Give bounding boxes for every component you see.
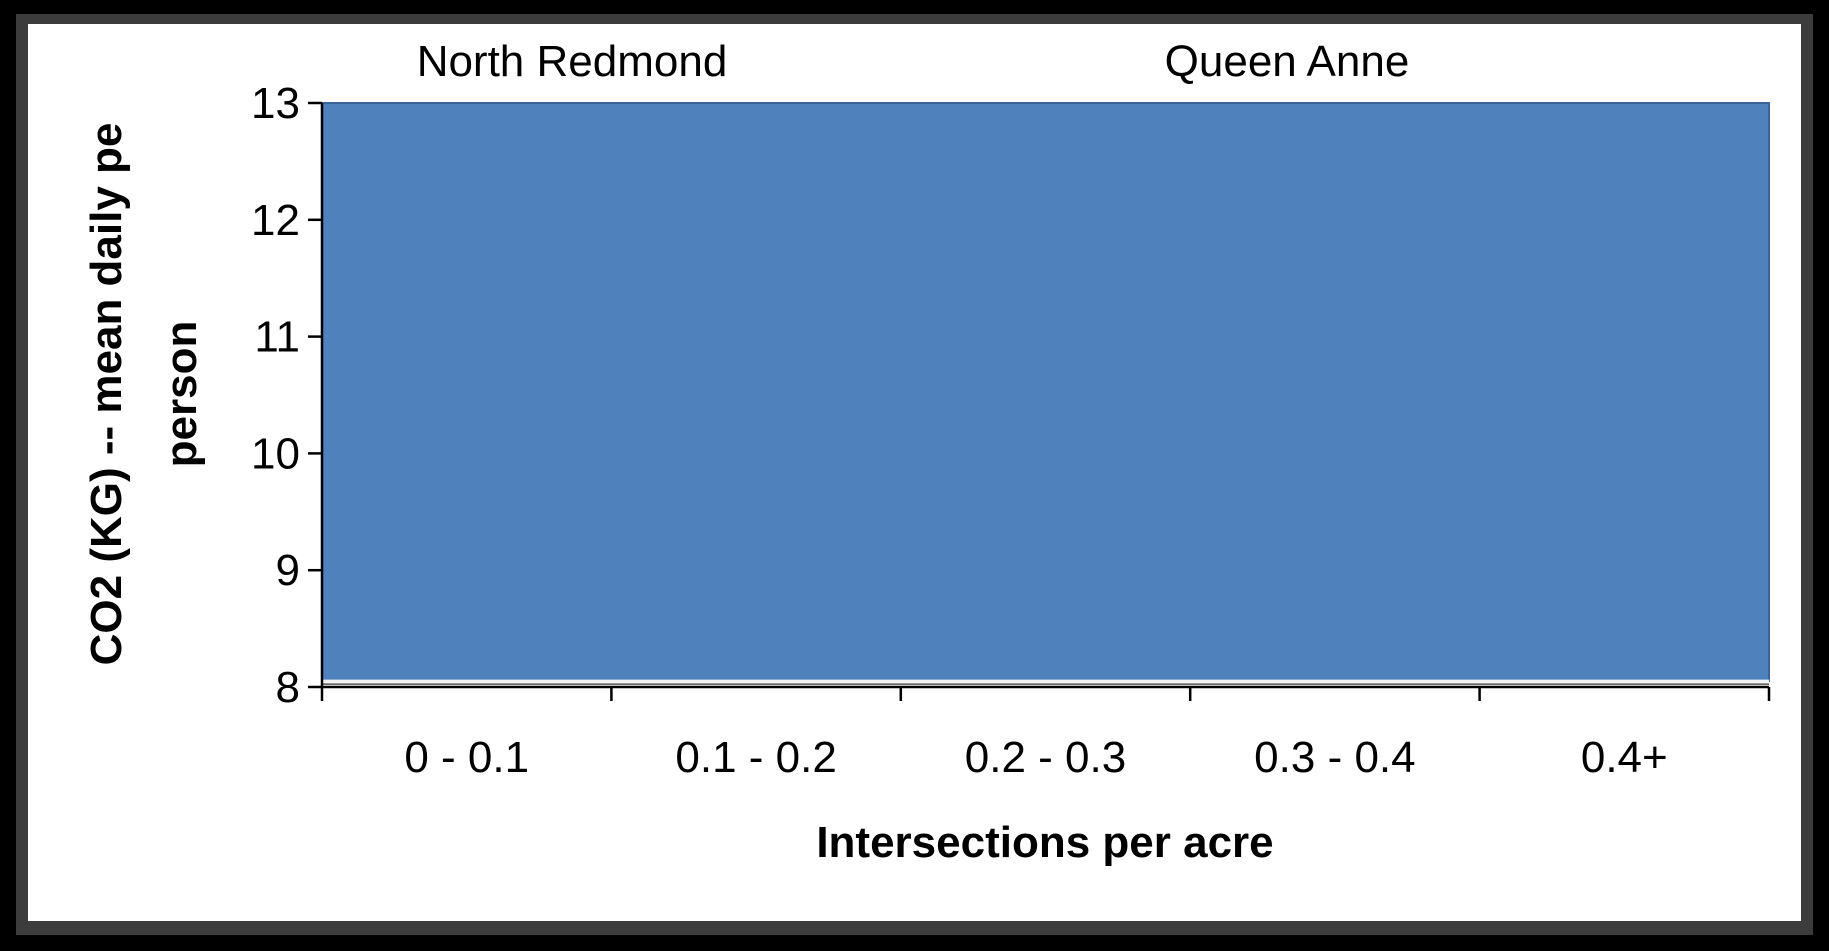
x-category-label: 0.1 - 0.2 <box>675 733 836 782</box>
x-category-label: 0.3 - 0.4 <box>1254 733 1415 782</box>
y-tick-label: 12 <box>251 196 300 245</box>
y-tick-label: 10 <box>251 429 300 478</box>
x-category-label: 0.4+ <box>1581 733 1668 782</box>
y-tick-label: 9 <box>276 546 300 595</box>
y-tick-label: 11 <box>254 313 300 362</box>
y-axis-title-line-1: CO2 (KG) -- mean daily pe <box>82 123 131 666</box>
annotation-north-redmond: North Redmond <box>417 37 728 86</box>
y-axis-title-line-2: person <box>157 321 206 468</box>
annotation-queen-anne: Queen Anne <box>1165 37 1410 86</box>
x-category-label: 0 - 0.1 <box>404 733 529 782</box>
x-category-label: 0.2 - 0.3 <box>965 733 1126 782</box>
y-tick-label: 13 <box>251 79 300 128</box>
x-axis-title: Intersections per acre <box>816 818 1273 867</box>
y-tick-label: 8 <box>276 663 300 712</box>
area-series-0 <box>321 102 1770 683</box>
